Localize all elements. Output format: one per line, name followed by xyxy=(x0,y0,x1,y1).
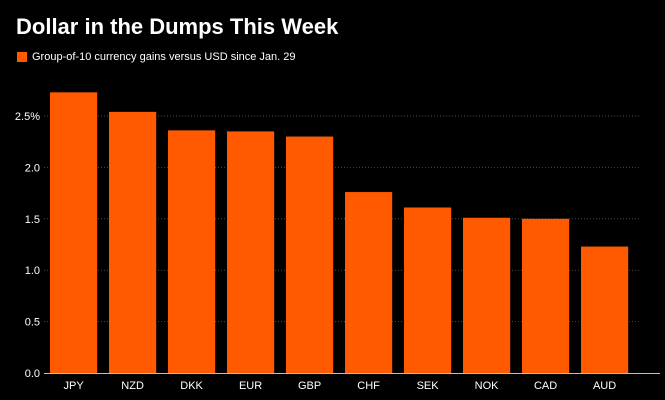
x-tick-label: SEK xyxy=(417,380,440,392)
x-tick-label: JPY xyxy=(64,380,85,392)
bar xyxy=(581,246,629,373)
legend-label: Group-of-10 currency gains versus USD si… xyxy=(32,51,296,63)
x-tick-label: AUD xyxy=(593,380,616,392)
y-tick-label: 2.5% xyxy=(15,111,40,123)
y-tick-label: 1.0 xyxy=(25,265,40,277)
x-tick-label: EUR xyxy=(239,380,262,392)
bar xyxy=(463,217,511,373)
legend-swatch xyxy=(17,52,27,62)
bar xyxy=(345,192,393,373)
bar xyxy=(404,207,452,373)
x-tick-label: GBP xyxy=(298,380,321,392)
legend: Group-of-10 currency gains versus USD si… xyxy=(17,51,296,63)
bar xyxy=(522,218,570,373)
y-tick-label: 2.0 xyxy=(25,162,40,174)
bar xyxy=(168,130,216,373)
chart-title: Dollar in the Dumps This Week xyxy=(16,14,339,39)
y-tick-label: 1.5 xyxy=(25,214,40,226)
bar xyxy=(227,131,275,373)
x-tick-label: NZD xyxy=(121,380,144,392)
x-tick-label: DKK xyxy=(180,380,203,392)
x-tick-label: NOK xyxy=(475,380,500,392)
bar xyxy=(50,92,98,373)
y-tick-label: 0.5 xyxy=(25,317,40,329)
bar xyxy=(109,111,157,373)
bar xyxy=(286,136,334,373)
x-tick-label: CHF xyxy=(357,380,380,392)
y-tick-label: 0.0 xyxy=(25,368,40,380)
x-tick-label: CAD xyxy=(534,380,557,392)
